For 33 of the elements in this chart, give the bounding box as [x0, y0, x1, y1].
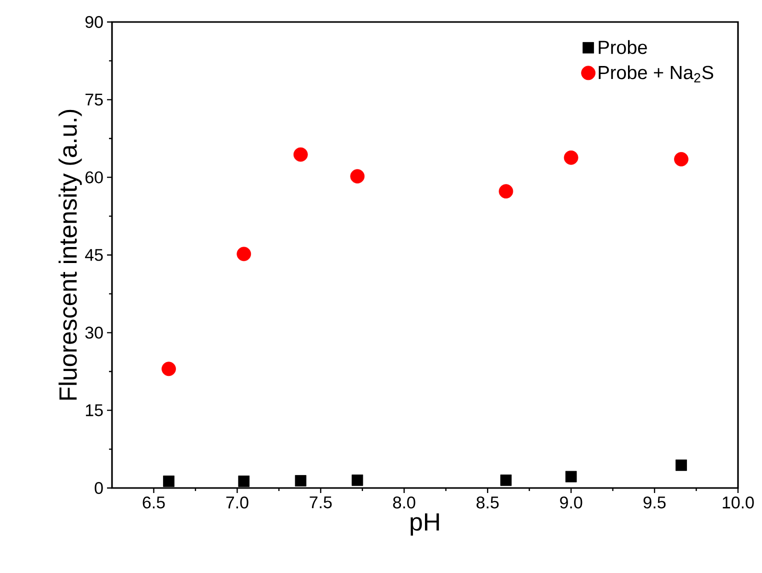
legend-label: Probe: [598, 40, 647, 54]
point: [676, 460, 687, 471]
x-axis-title: pH: [410, 513, 439, 536]
point: [238, 476, 250, 487]
x-tick-label: 9.0: [560, 496, 582, 508]
y-tick-label: 45: [85, 249, 103, 261]
point: [294, 475, 306, 486]
point: [162, 362, 176, 376]
y-tick-label: 75: [86, 94, 103, 106]
x-tick-label: 7.5: [310, 496, 332, 508]
point: [500, 474, 512, 486]
x-tick-label: 10.0: [722, 496, 754, 508]
point: [293, 147, 308, 162]
x-tick-label: 9.5: [644, 496, 666, 508]
y-tick-label: 30: [85, 326, 103, 339]
point: [674, 152, 688, 166]
point: [564, 150, 578, 165]
y-axis-title: Fluorescent intensity (a.u.): [58, 110, 82, 400]
x-tick-label: 8.0: [393, 496, 416, 508]
x-tick-label: 7.0: [226, 496, 248, 508]
point: [236, 246, 252, 262]
point: [352, 474, 364, 486]
x-tick-label: 6.5: [142, 496, 165, 508]
y-tick-label: 0: [94, 482, 103, 494]
legend-label: Probe + Na$_{2}$S: [598, 65, 714, 82]
point: [163, 476, 174, 487]
point: [350, 169, 365, 184]
y-tick-label: 90: [85, 16, 103, 28]
y-tick-label: 60: [86, 171, 103, 184]
point: [498, 184, 514, 198]
point: [565, 470, 577, 482]
x-tick-label: 8.5: [476, 496, 499, 508]
y-tick-label: 15: [86, 404, 103, 416]
